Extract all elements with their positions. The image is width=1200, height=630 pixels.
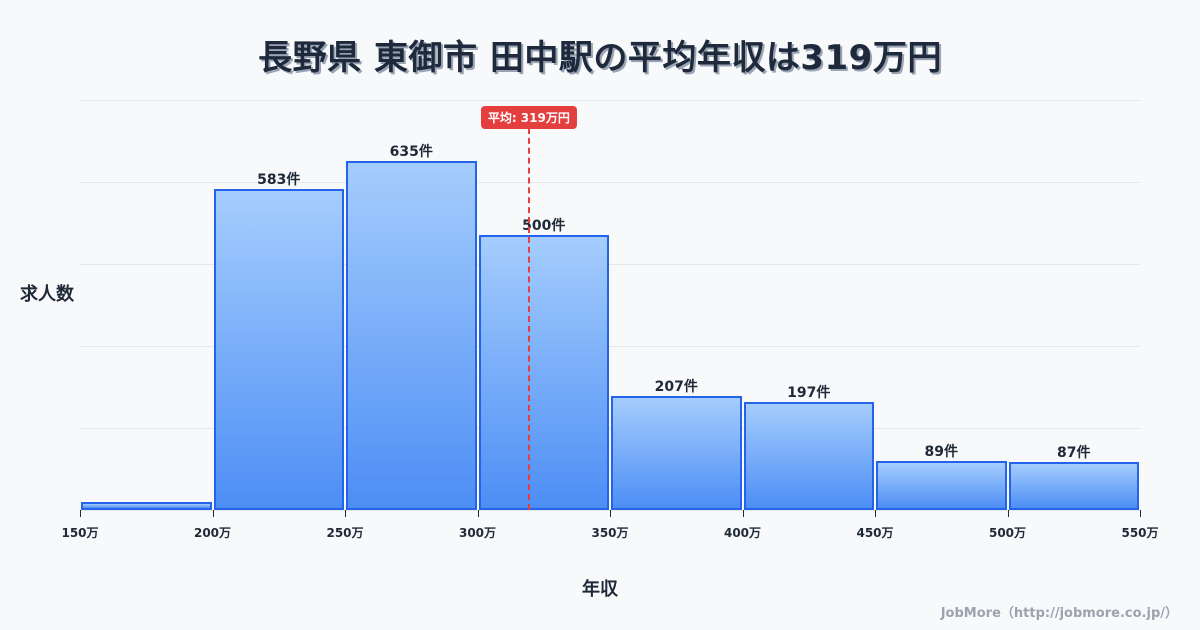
x-tick-label: 350万 (591, 526, 629, 540)
x-tick-label: 550万 (1121, 526, 1159, 540)
bar-value-label: 87件 (1057, 445, 1091, 462)
histogram-bar (876, 461, 1007, 510)
x-tick (1007, 510, 1009, 517)
x-tick (742, 510, 744, 517)
histogram-bar (478, 234, 609, 510)
histogram-bar (1008, 462, 1139, 510)
x-axis-label: 年収 (582, 579, 618, 600)
gridline (80, 346, 1140, 347)
average-line (527, 128, 530, 510)
x-tick-label: 200万 (193, 526, 232, 540)
average-badge: 平均: 319万円 (480, 106, 577, 129)
histogram-bar (81, 501, 212, 510)
x-tick-label: 150万 (61, 526, 99, 540)
bar-value-label: 197件 (787, 384, 831, 401)
gridline (80, 100, 1140, 101)
x-tick-label: 400万 (723, 526, 762, 540)
histogram-bar (611, 396, 742, 510)
y-axis-label: 求人数 (20, 284, 74, 305)
x-tick (80, 510, 81, 517)
histogram-bar (346, 160, 477, 510)
x-tick (875, 510, 876, 517)
gridline (80, 428, 1140, 429)
gridline (80, 264, 1140, 265)
x-tick (212, 510, 214, 517)
histogram-bar (743, 401, 874, 510)
plot-area: 583件 635件 500件 207件 197件 89件 87件 平均: 319万円 (80, 100, 1141, 517)
bar-value-label: 583件 (257, 172, 301, 189)
x-tick-label: 450万 (856, 526, 894, 540)
bar-value-label: 207件 (654, 379, 698, 396)
bar-value-label: 635件 (389, 143, 433, 160)
bar-value-label: 89件 (924, 444, 958, 461)
histogram-bar (213, 189, 344, 510)
footer-credit: JobMore（http://jobmore.co.jp/） (940, 606, 1178, 621)
x-tick-label: 300万 (458, 526, 497, 540)
gridline (80, 182, 1140, 183)
chart-title: 長野県 東御市 田中駅の平均年収は319万円 (258, 38, 942, 78)
x-tick (477, 510, 479, 517)
x-tick (345, 510, 346, 517)
x-tick (610, 510, 611, 517)
x-tick-label: 250万 (326, 526, 364, 540)
x-tick-label: 500万 (988, 526, 1027, 540)
bar-value-label: 500件 (522, 217, 566, 234)
x-tick (1140, 510, 1141, 517)
